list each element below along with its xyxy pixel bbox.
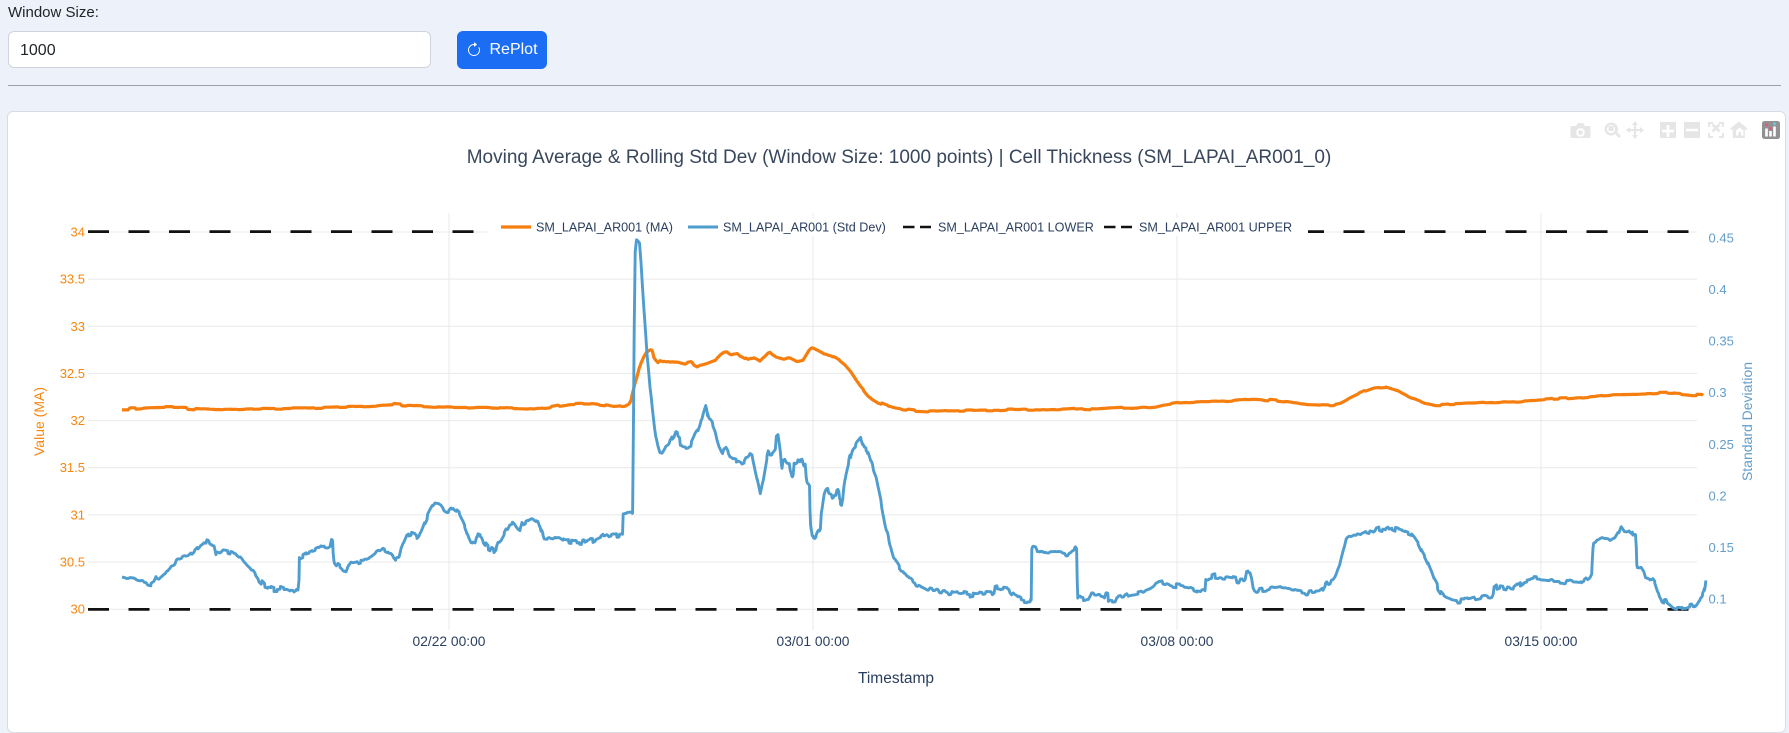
svg-text:31: 31 (71, 507, 85, 522)
svg-text:03/08 00:00: 03/08 00:00 (1141, 634, 1214, 649)
svg-text:0.35: 0.35 (1709, 334, 1734, 349)
svg-text:0.25: 0.25 (1709, 437, 1734, 452)
svg-text:33: 33 (71, 319, 85, 334)
svg-text:Moving Average & Rolling Std D: Moving Average & Rolling Std Dev (Window… (467, 147, 1332, 168)
svg-text:SM_LAPAI_AR001 UPPER: SM_LAPAI_AR001 UPPER (1139, 221, 1292, 235)
svg-text:Value (MA): Value (MA) (31, 387, 47, 456)
svg-text:02/22 00:00: 02/22 00:00 (413, 634, 486, 649)
svg-text:30: 30 (71, 602, 85, 617)
svg-text:Timestamp: Timestamp (858, 670, 934, 687)
svg-text:32.5: 32.5 (60, 366, 85, 381)
svg-text:0.45: 0.45 (1709, 231, 1734, 246)
svg-text:31.5: 31.5 (60, 460, 85, 475)
svg-text:03/01 00:00: 03/01 00:00 (777, 634, 850, 649)
svg-text:SM_LAPAI_AR001 LOWER: SM_LAPAI_AR001 LOWER (938, 221, 1094, 235)
svg-text:32: 32 (71, 413, 85, 428)
svg-text:SM_LAPAI_AR001 (Std Dev): SM_LAPAI_AR001 (Std Dev) (723, 221, 886, 235)
svg-text:SM_LAPAI_AR001 (MA): SM_LAPAI_AR001 (MA) (536, 221, 673, 235)
svg-text:0.4: 0.4 (1709, 282, 1727, 297)
svg-text:33.5: 33.5 (60, 272, 85, 287)
svg-text:34: 34 (71, 225, 85, 240)
svg-text:30.5: 30.5 (60, 555, 85, 570)
svg-text:0.2: 0.2 (1709, 488, 1727, 503)
svg-text:0.15: 0.15 (1709, 540, 1734, 555)
svg-text:0.3: 0.3 (1709, 385, 1727, 400)
svg-text:03/15 00:00: 03/15 00:00 (1505, 634, 1578, 649)
svg-text:0.1: 0.1 (1709, 592, 1727, 607)
svg-text:Standard Deviation: Standard Deviation (1739, 362, 1755, 481)
